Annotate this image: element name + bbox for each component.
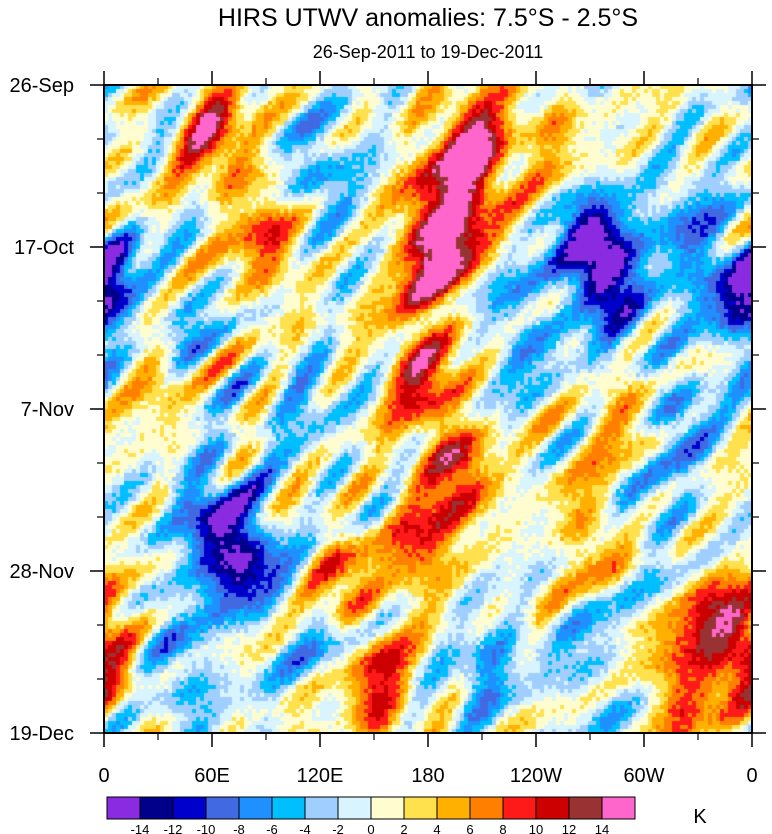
- colorbar-swatch: [601, 796, 636, 820]
- colorbar-swatch: [238, 796, 273, 820]
- chart-subtitle: 26-Sep-2011 to 19-Dec-2011: [313, 42, 543, 62]
- chart-title: HIRS UTWV anomalies: 7.5°S - 2.5°S: [218, 4, 638, 32]
- x-tick-label: 60E: [194, 765, 230, 787]
- colorbar-swatch: [568, 796, 603, 820]
- colorbar-swatch: [535, 796, 570, 820]
- colorbar-swatch: [172, 796, 207, 820]
- colorbar-label: 6: [466, 822, 473, 834]
- colorbar-swatch: [271, 796, 306, 820]
- x-tick-label: 0: [746, 765, 757, 787]
- y-tick-label: 17-Oct: [14, 237, 74, 259]
- colorbar-label: 2: [400, 822, 407, 834]
- colorbar-label: 8: [499, 822, 506, 834]
- colorbar-label: 14: [595, 822, 609, 834]
- y-tick-label: 26-Sep: [10, 75, 75, 97]
- colorbar-label: -8: [233, 822, 245, 834]
- colorbar-swatch: [304, 796, 339, 820]
- colorbar-label: 0: [367, 822, 374, 834]
- colorbar-swatch: [436, 796, 471, 820]
- colorbar-label: 12: [562, 822, 576, 834]
- x-tick-label: 0: [98, 765, 109, 787]
- x-axis: 0 60E 120E 180 120W 60W 0: [98, 71, 758, 787]
- colorbar-label: 10: [529, 822, 543, 834]
- colorbar-label: -14: [131, 822, 150, 834]
- x-tick-label: 60W: [623, 765, 664, 787]
- y-tick-label: 19-Dec: [10, 723, 74, 745]
- colorbar-swatch: [205, 796, 240, 820]
- colorbar-label: 4: [433, 822, 440, 834]
- colorbar-swatch: [139, 796, 174, 820]
- colorbar-swatch: [403, 796, 438, 820]
- colorbar: -14 -12 -10 -8 -6 -4 -2 0 2 4 6 8 10 12 14: [106, 796, 636, 834]
- colorbar-swatch: [337, 796, 372, 820]
- y-tick-label: 28-Nov: [10, 561, 74, 583]
- colorbar-unit: K: [693, 806, 707, 828]
- colorbar-label: -12: [164, 822, 183, 834]
- colorbar-swatch: [370, 796, 405, 820]
- colorbar-swatch: [469, 796, 504, 820]
- colorbar-swatch: [502, 796, 537, 820]
- colorbar-label: -2: [332, 822, 344, 834]
- y-axis: 26-Sep 17-Oct 7-Nov 28-Nov 19-Dec: [10, 75, 766, 745]
- colorbar-label: -6: [266, 822, 278, 834]
- colorbar-label: -4: [299, 822, 311, 834]
- plot-area: [103, 84, 753, 734]
- x-tick-label: 180: [411, 765, 444, 787]
- y-tick-label: 7-Nov: [21, 399, 74, 421]
- colorbar-swatch: [106, 796, 141, 820]
- x-tick-label: 120E: [297, 765, 344, 787]
- x-tick-label: 120W: [510, 765, 562, 787]
- colorbar-label: -10: [197, 822, 216, 834]
- anomaly-heatmap: [104, 85, 752, 733]
